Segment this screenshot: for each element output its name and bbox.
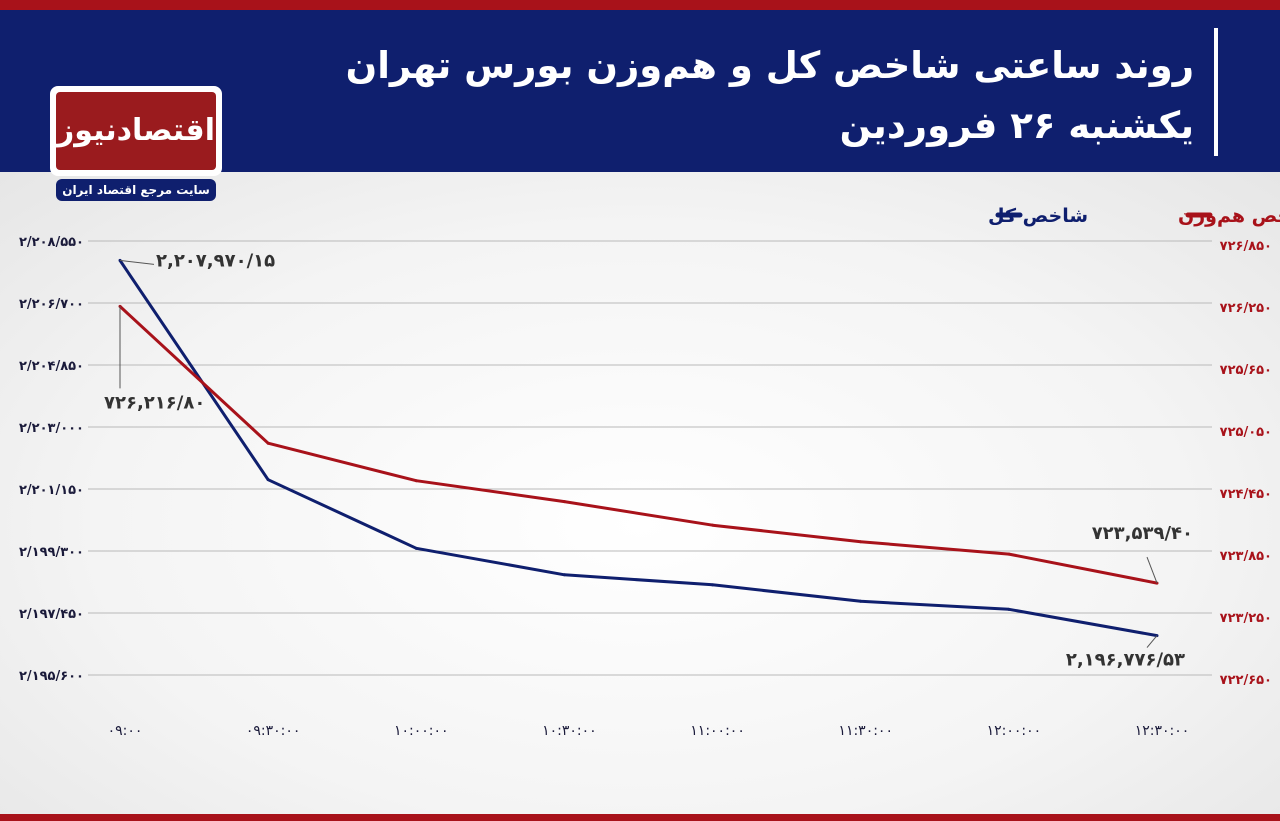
right-axis-tick-label: ۷۲۵/۶۵۰ [1220, 363, 1272, 378]
data-point [266, 441, 270, 445]
right-axis-tick-label: ۷۲۴/۴۵۰ [1220, 487, 1272, 502]
left-axis-tick-label: ۲/۲۰۶/۷۰۰ [19, 297, 84, 312]
annotation-leader [119, 259, 155, 265]
data-point [859, 540, 863, 544]
left-axis-tick-label: ۲/۲۰۴/۸۵۰ [19, 359, 84, 374]
data-point [562, 573, 566, 577]
data-point [711, 583, 715, 587]
logo-tagline: سایت مرجع اقتصاد ایران [56, 179, 216, 201]
x-axis-tick-label: ۰۹:۳۰:۰۰ [246, 723, 301, 739]
top-accent-bar [0, 0, 1280, 10]
series-line [118, 305, 1158, 585]
right-axis-tick-label: ۷۲۵/۰۵۰ [1220, 425, 1272, 440]
legend-label: شاخص هم‌وزن [1178, 205, 1280, 227]
left-axis-tick-label: ۲/۱۹۹/۳۰۰ [19, 545, 84, 560]
data-point [1007, 552, 1011, 556]
annotation-leader [1146, 556, 1158, 584]
x-axis-tick-label: ۰۹:۰۰ [108, 723, 143, 739]
data-label: ۲,۱۹۶,۷۷۶/۵۳ [1066, 650, 1185, 671]
bottom-accent-bar [0, 814, 1280, 821]
left-axis-tick-label: ۲/۲۰۸/۵۵۰ [19, 235, 84, 250]
right-axis-tick-label: ۷۲۳/۸۵۰ [1220, 549, 1272, 564]
data-point [1007, 607, 1011, 611]
left-axis-tick-label: ۲/۲۰۳/۰۰۰ [19, 421, 84, 436]
chart-title: روند ساعتی شاخص کل و هم‌وزن بورس تهران [345, 44, 1194, 87]
chart-subtitle: یکشنبه ۲۶ فروردین [839, 104, 1194, 147]
x-axis-tick-label: ۱۱:۰۰:۰۰ [690, 723, 745, 739]
data-point [859, 599, 863, 603]
data-label: ۷۲۶,۲۱۶/۸۰ [104, 392, 205, 413]
left-axis-tick-label: ۲/۲۰۱/۱۵۰ [19, 483, 84, 498]
right-axis-tick-label: ۷۲۲/۶۵۰ [1220, 673, 1272, 688]
data-point [266, 478, 270, 482]
logo: اقتصادنیوز [56, 92, 216, 170]
annotation-leader [1146, 635, 1158, 648]
right-axis-tick-label: ۷۲۳/۲۵۰ [1220, 611, 1272, 626]
left-axis-tick-label: ۲/۱۹۵/۶۰۰ [19, 669, 84, 684]
plot-background [0, 172, 1280, 814]
data-point [562, 500, 566, 504]
x-axis-tick-label: ۱۰:۳۰:۰۰ [542, 723, 597, 739]
x-axis-tick-label: ۱۲:۰۰:۰۰ [987, 723, 1042, 739]
legend-label: شاخص کل [988, 205, 1088, 227]
data-label: ۲,۲۰۷,۹۷۰/۱۵ [156, 250, 275, 271]
data-point [711, 523, 715, 527]
data-point [414, 546, 418, 550]
header-divider [1214, 28, 1218, 156]
right-axis-tick-label: ۷۲۶/۸۵۰ [1220, 239, 1272, 254]
data-label: ۷۲۳,۵۳۹/۴۰ [1092, 523, 1193, 544]
series-line [118, 259, 1158, 638]
x-axis-tick-label: ۱۱:۳۰:۰۰ [838, 723, 893, 739]
left-axis-tick-label: ۲/۱۹۷/۴۵۰ [19, 607, 84, 622]
x-axis-tick-label: ۱۲:۳۰:۰۰ [1135, 723, 1190, 739]
x-axis-tick-label: ۱۰:۰۰:۰۰ [394, 723, 449, 739]
right-axis-tick-label: ۷۲۶/۲۵۰ [1220, 301, 1272, 316]
data-point [414, 479, 418, 483]
